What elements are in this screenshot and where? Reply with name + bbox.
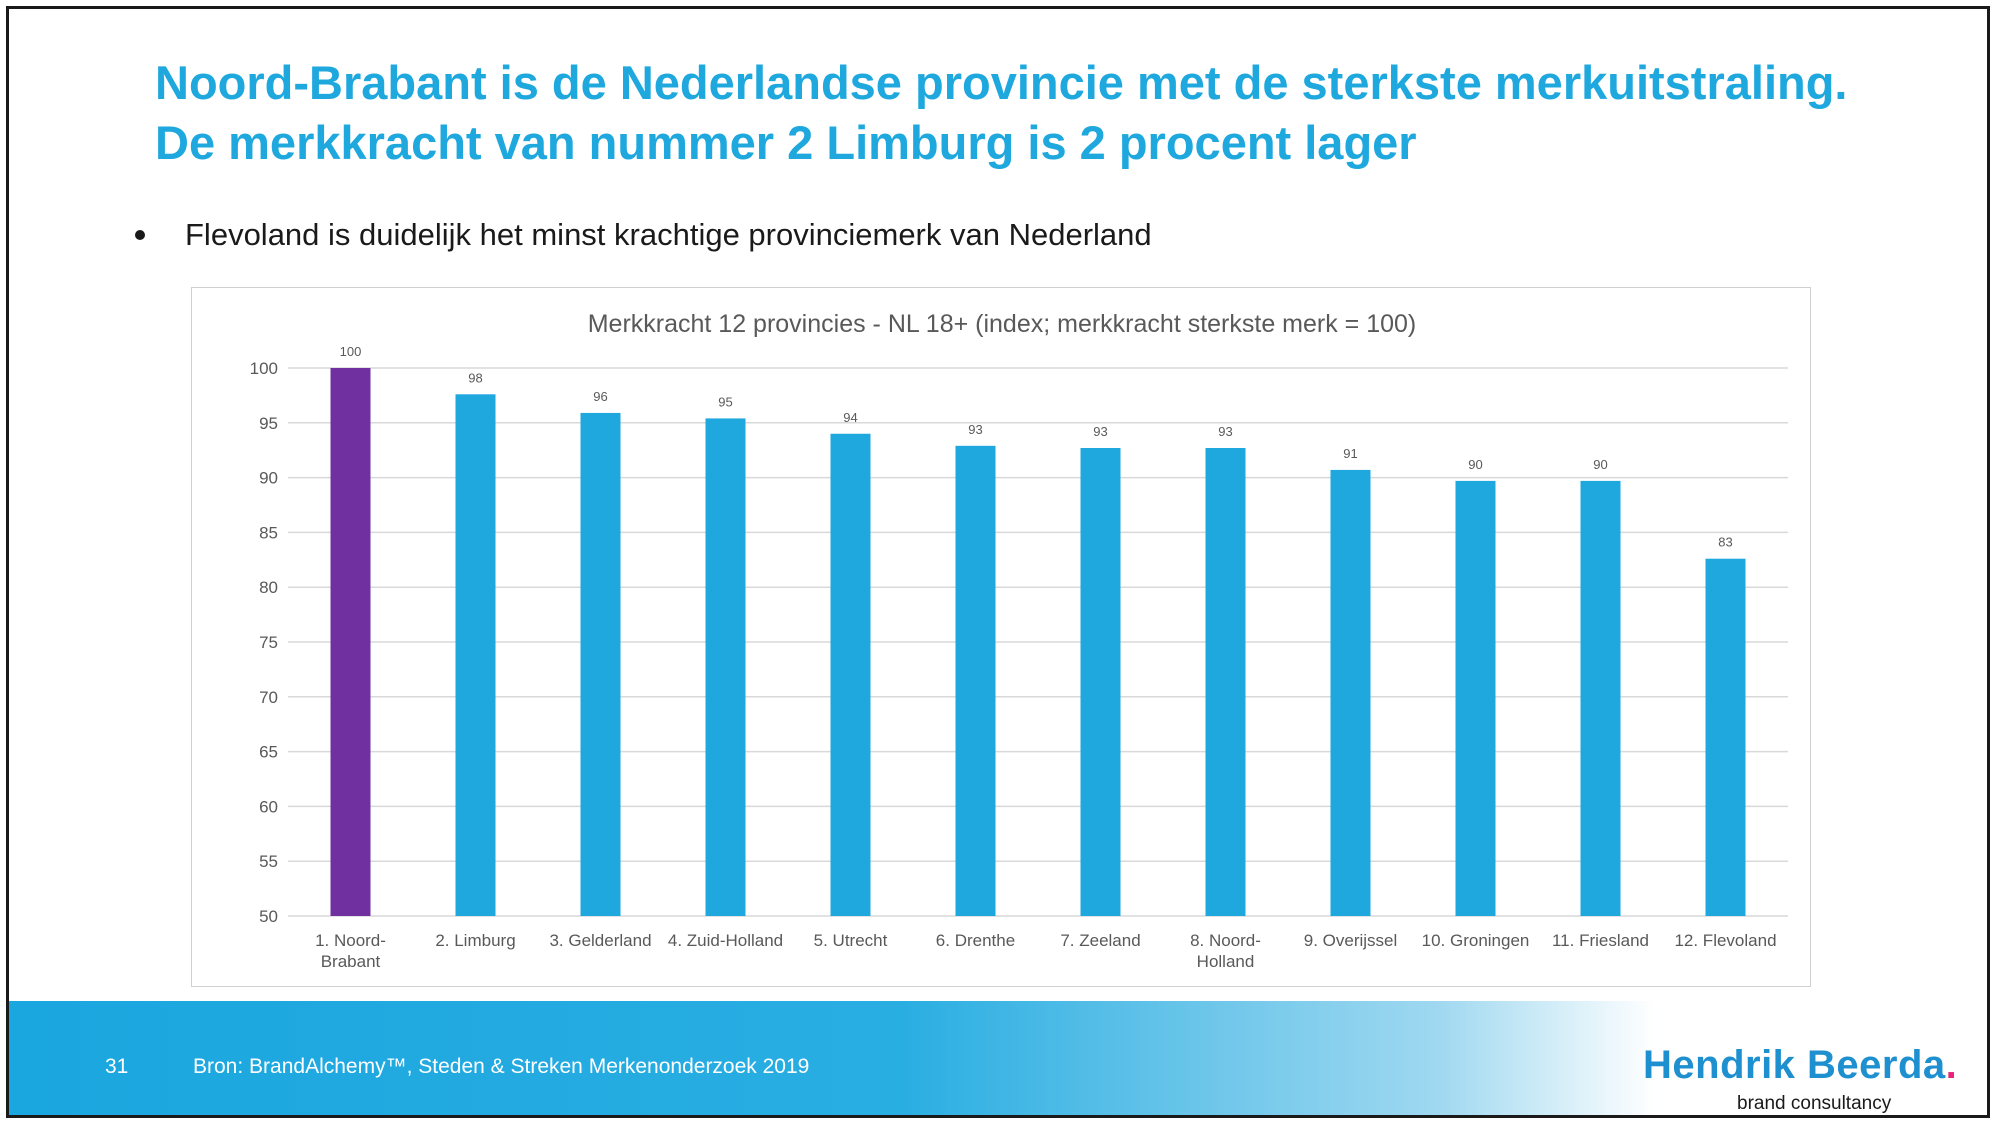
data-label: 91 bbox=[1343, 446, 1357, 461]
x-tick-label: 2. Limburg bbox=[435, 931, 515, 950]
brand-logo-dot: . bbox=[1945, 1043, 1958, 1087]
data-label: 83 bbox=[1718, 535, 1732, 550]
y-tick-label: 60 bbox=[259, 797, 278, 816]
source-note: Bron: BrandAlchemy™, Steden & Streken Me… bbox=[193, 1055, 810, 1078]
data-label: 90 bbox=[1593, 457, 1607, 472]
data-label: 95 bbox=[718, 394, 732, 409]
bar-chart: Merkkracht 12 provincies - NL 18+ (index… bbox=[191, 287, 1811, 987]
data-label: 98 bbox=[468, 370, 482, 385]
footer-band bbox=[9, 1001, 1987, 1115]
y-tick-label: 50 bbox=[259, 907, 278, 926]
x-tick-label: 5. Utrecht bbox=[814, 931, 888, 950]
bullet-point: Flevoland is duidelijk het minst krachti… bbox=[125, 215, 1152, 255]
chart-canvas: Merkkracht 12 provincies - NL 18+ (index… bbox=[250, 310, 1788, 971]
data-label: 100 bbox=[340, 344, 362, 359]
brand-tagline: brand consultancy bbox=[1737, 1093, 1892, 1114]
y-tick-label: 100 bbox=[250, 359, 278, 378]
bar bbox=[455, 394, 496, 916]
bar bbox=[1580, 480, 1621, 916]
bar bbox=[1080, 448, 1121, 916]
slide-title: Noord-Brabant is de Nederlandse provinci… bbox=[155, 53, 1955, 173]
x-tick-label: 1. Noord- bbox=[315, 931, 386, 950]
y-tick-label: 85 bbox=[259, 523, 278, 542]
slide-title-line-2: De merkkracht van nummer 2 Limburg is 2 … bbox=[155, 116, 1417, 169]
x-tick-label: 9. Overijssel bbox=[1304, 931, 1398, 950]
bar bbox=[705, 418, 746, 916]
y-tick-label: 90 bbox=[259, 469, 278, 488]
y-tick-label: 70 bbox=[259, 688, 278, 707]
bar bbox=[1205, 448, 1246, 916]
x-tick-label: Brabant bbox=[321, 952, 381, 971]
y-tick-label: 65 bbox=[259, 743, 278, 762]
data-label: 93 bbox=[968, 422, 982, 437]
bar bbox=[1330, 469, 1371, 916]
bar bbox=[330, 368, 371, 916]
y-tick-label: 80 bbox=[259, 578, 278, 597]
bar bbox=[830, 433, 871, 916]
y-tick-label: 95 bbox=[259, 414, 278, 433]
x-tick-label: 3. Gelderland bbox=[549, 931, 651, 950]
bullet-text: Flevoland is duidelijk het minst krachti… bbox=[185, 217, 1152, 252]
x-tick-label: Holland bbox=[1197, 952, 1255, 971]
y-tick-label: 75 bbox=[259, 633, 278, 652]
x-tick-label: 6. Drenthe bbox=[936, 931, 1015, 950]
brand-logo-name: Hendrik Beerda bbox=[1643, 1043, 1946, 1087]
data-label: 93 bbox=[1093, 424, 1107, 439]
chart-title: Merkkracht 12 provincies - NL 18+ (index… bbox=[588, 310, 1417, 338]
brand-logo: Hendrik Beerda. bbox=[1643, 1043, 1957, 1088]
x-tick-label: 4. Zuid-Holland bbox=[668, 931, 783, 950]
x-tick-label: 8. Noord- bbox=[1190, 931, 1261, 950]
data-label: 93 bbox=[1218, 424, 1232, 439]
data-label: 90 bbox=[1468, 457, 1482, 472]
bar bbox=[955, 445, 996, 916]
bar bbox=[1705, 558, 1746, 916]
bar bbox=[1455, 480, 1496, 916]
x-tick-label: 7. Zeeland bbox=[1060, 931, 1140, 950]
bar bbox=[580, 412, 621, 916]
x-tick-label: 11. Friesland bbox=[1552, 931, 1649, 950]
y-tick-label: 55 bbox=[259, 852, 278, 871]
x-tick-label: 10. Groningen bbox=[1422, 931, 1530, 950]
slide-title-line-1: Noord-Brabant is de Nederlandse provinci… bbox=[155, 56, 1848, 109]
page-number: 31 bbox=[105, 1055, 129, 1078]
data-label: 96 bbox=[593, 389, 607, 404]
bullet-icon bbox=[135, 230, 145, 240]
slide: Noord-Brabant is de Nederlandse provinci… bbox=[6, 6, 1990, 1118]
data-label: 94 bbox=[843, 410, 857, 425]
x-tick-label: 12. Flevoland bbox=[1674, 931, 1776, 950]
